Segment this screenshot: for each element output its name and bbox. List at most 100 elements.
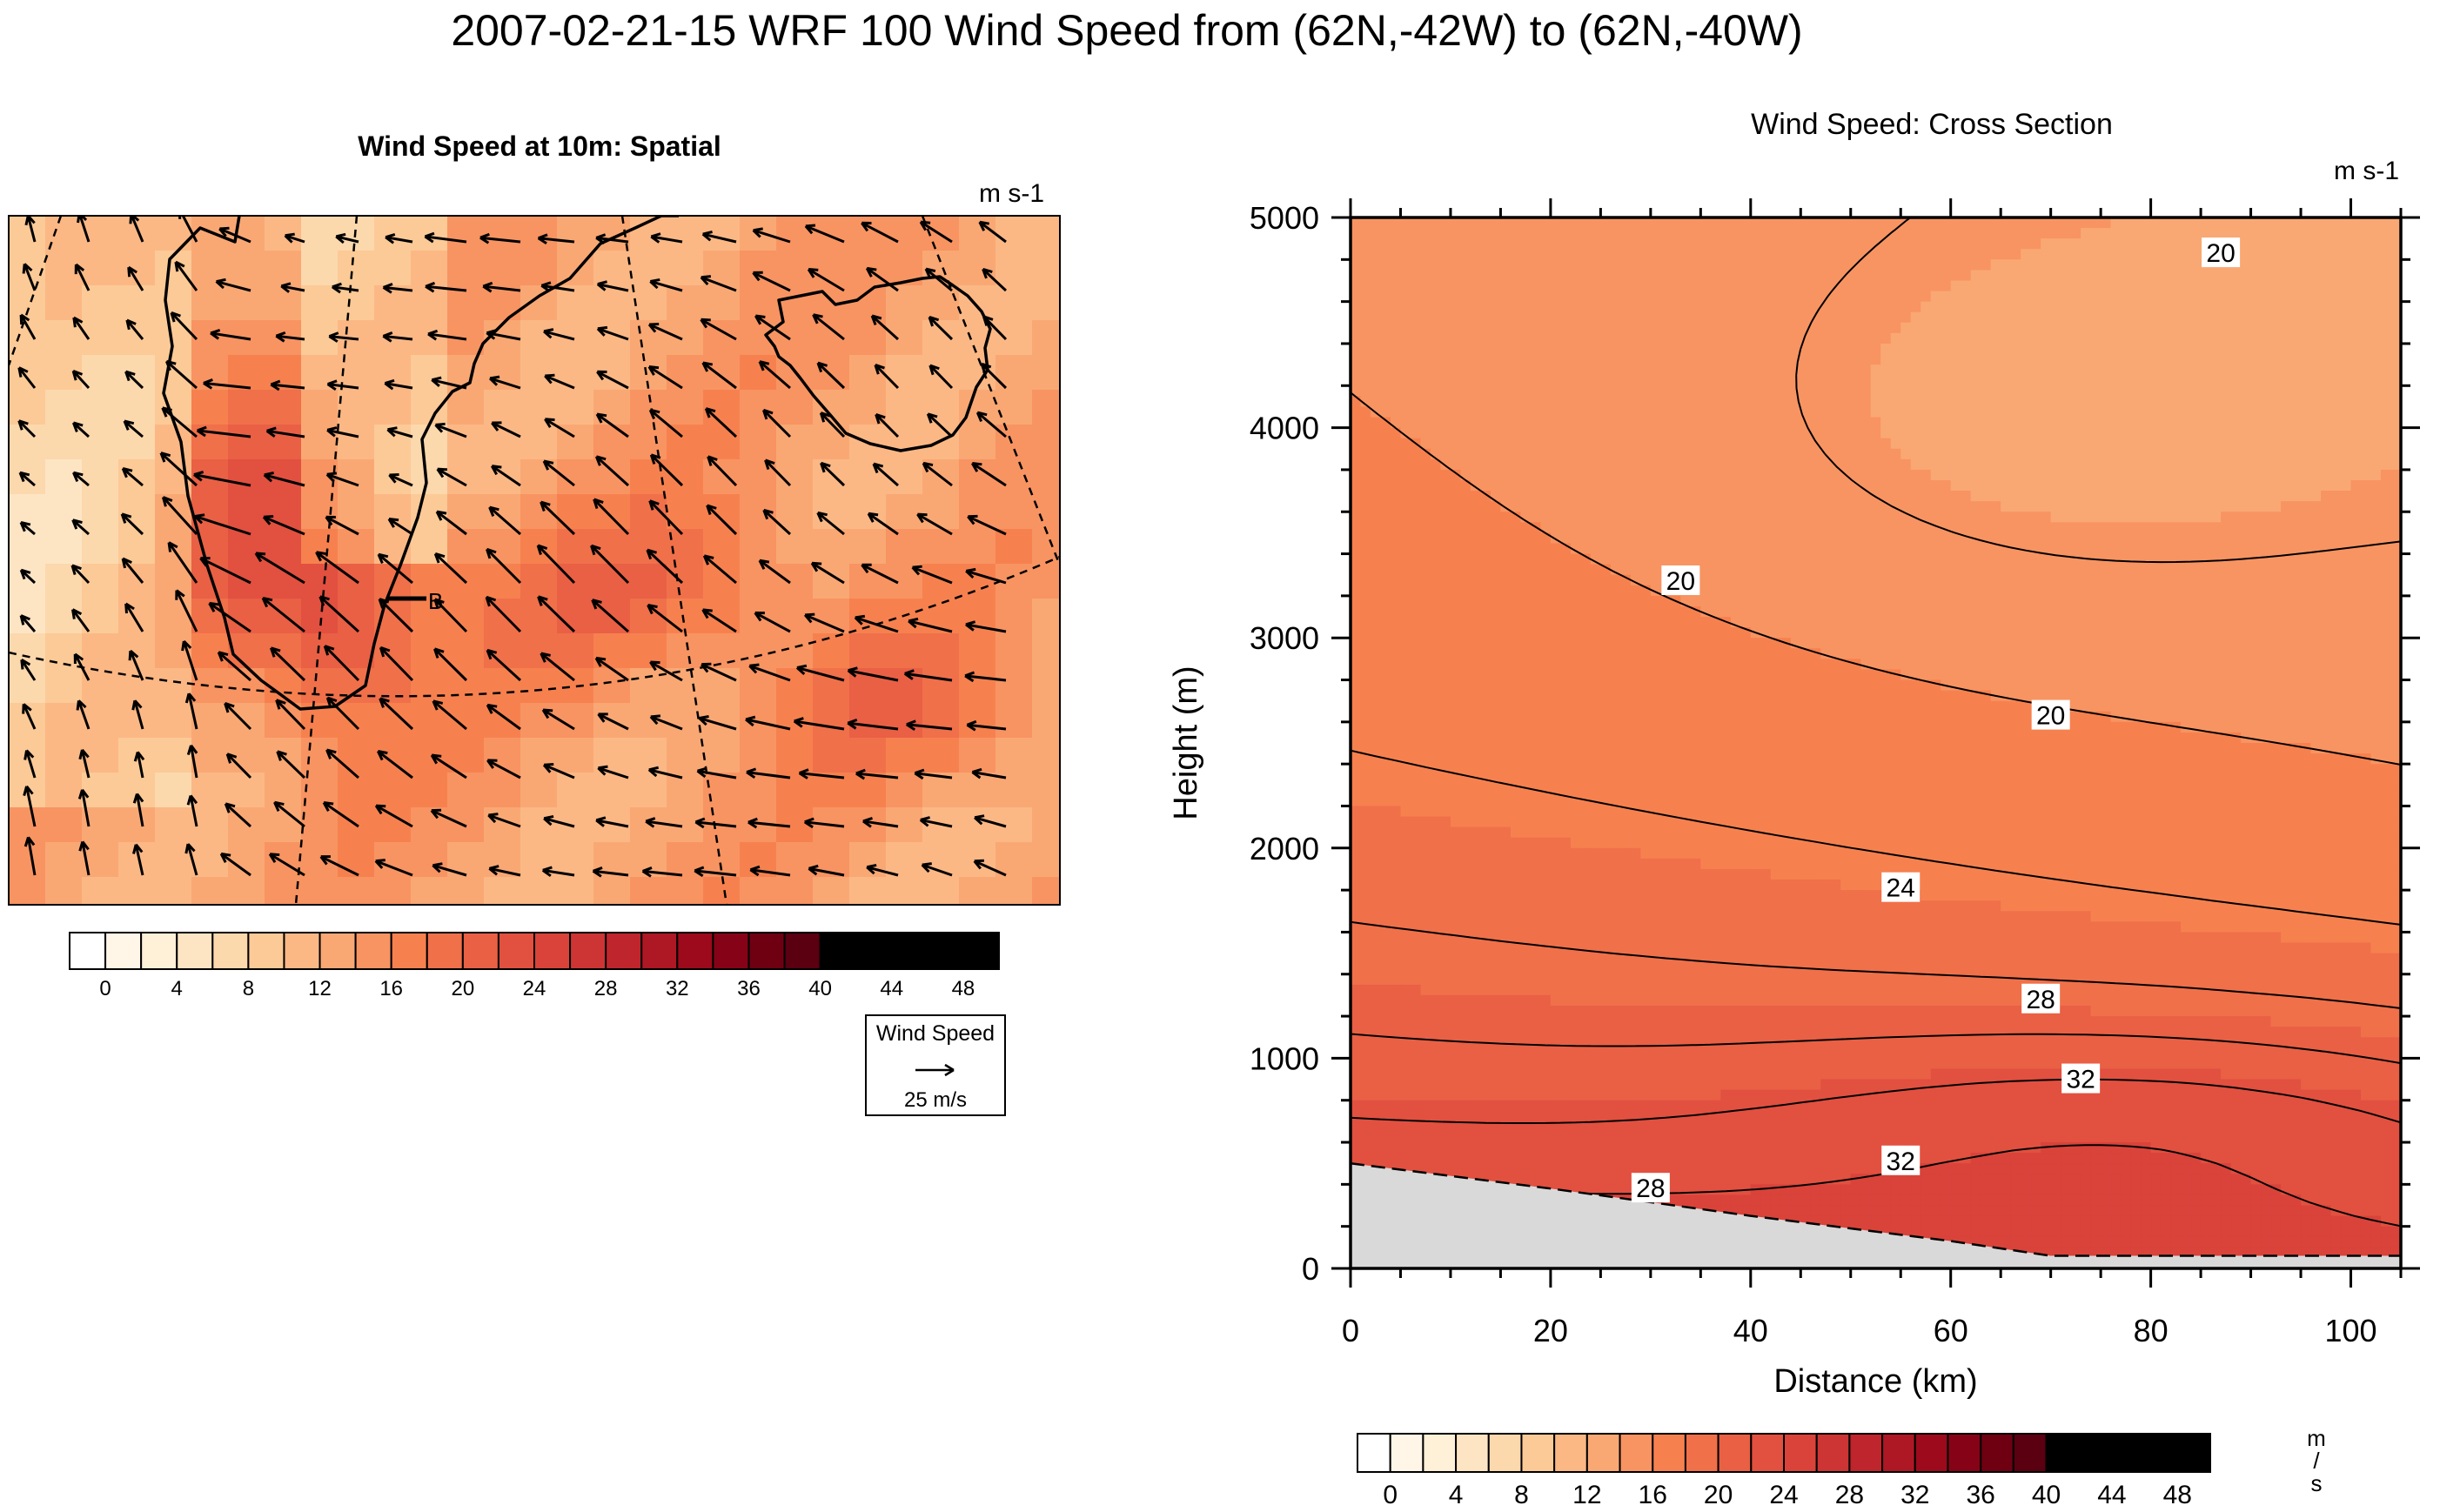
cross-section-field-cell <box>1760 396 1772 408</box>
cross-section-field-cell <box>2010 301 2021 313</box>
cross-section-field-cell <box>2210 480 2222 492</box>
cross-section-field-cell <box>1990 574 2001 586</box>
cross-section-field-cell <box>1830 343 1841 355</box>
cross-section-field-cell <box>2370 332 2382 345</box>
cross-section-field-cell <box>1570 417 1581 429</box>
map-field-cell <box>45 877 83 905</box>
cross-section-field-cell <box>2130 301 2142 313</box>
cross-section-field-cell <box>1740 270 1752 282</box>
cross-section-field-cell <box>1820 375 1832 386</box>
cross-section-field-cell <box>1740 301 1752 313</box>
cross-section-field-cell <box>1941 343 1952 355</box>
cross-section-field-cell <box>1950 343 1961 355</box>
cross-section-field-cell <box>1740 228 1752 239</box>
cross-section-field-cell <box>1760 605 1772 618</box>
cross-section-field-cell <box>1770 249 1781 260</box>
cross-section-field-cell <box>2041 595 2052 607</box>
cross-section-field-cell <box>2101 311 2112 324</box>
cross-section-field-cell <box>2150 259 2162 271</box>
cross-section-field-cell <box>2230 228 2242 239</box>
cross-section-field-cell <box>1850 311 1861 324</box>
cross-section-field-cell <box>2390 522 2402 533</box>
cross-section-field-cell <box>1780 585 1792 597</box>
cross-section-field-cell <box>2130 343 2142 355</box>
cross-section-field-cell <box>2201 322 2212 334</box>
map-field-cell <box>484 564 521 599</box>
cross-section-field-cell <box>1730 469 1741 481</box>
cross-section-field-cell <box>2130 385 2142 397</box>
map-wind-vector <box>701 608 737 633</box>
cross-section-field-cell <box>1650 427 1661 439</box>
cross-section-field-cell <box>1680 291 1692 303</box>
cross-section-field-cell <box>1961 501 1972 512</box>
cross-section-field-cell <box>1400 385 1411 397</box>
cross-section-field-cell <box>2241 480 2252 492</box>
cross-section-field-cell <box>2141 585 2152 597</box>
cross-section-field-cell <box>2290 259 2302 271</box>
cross-section-field-cell <box>2201 448 2212 460</box>
cross-section-field-cell <box>1430 574 1442 586</box>
cross-section-field-cell <box>2110 543 2122 555</box>
map-wind-vector <box>488 505 521 536</box>
cross-section-field-cell <box>1810 354 1821 365</box>
map-field-cell <box>813 599 850 634</box>
cross-section-field-cell <box>2161 385 2172 397</box>
cross-section-field-cell <box>2090 238 2101 250</box>
cross-section-field-cell <box>1720 448 1732 460</box>
cross-section-field-cell <box>2030 365 2041 376</box>
cross-section-field-cell <box>1580 512 1592 523</box>
cross-section-field-cell <box>2070 238 2081 250</box>
cross-section-field-cell <box>2001 617 2012 628</box>
cross-section-field-cell <box>1490 354 1502 365</box>
cross-section-field-cell <box>1981 343 1992 355</box>
cross-section-field-cell <box>1870 228 1881 239</box>
cross-section-field-cell <box>1520 396 1532 408</box>
cross-section-field-cell <box>1930 228 1941 239</box>
cross-section-field-cell <box>1970 385 1981 397</box>
cross-section-field-cell <box>2190 585 2202 597</box>
cross-section-field-cell <box>2350 448 2362 460</box>
cross-section-field-cell <box>1850 417 1861 429</box>
cross-section-field-cell <box>1400 532 1411 545</box>
map-wind-vector <box>433 598 468 633</box>
cross-section-field-cell <box>2330 458 2342 471</box>
cross-section-field-cell <box>1860 617 1872 628</box>
cross-section-field-cell <box>1370 228 1382 239</box>
cross-section-field-cell <box>1610 270 1621 282</box>
cross-section-field-cell <box>2101 574 2112 586</box>
cross-section-field-cell <box>1470 385 1482 397</box>
cross-section-field-cell <box>2081 417 2092 429</box>
cross-section-field-cell <box>1700 375 1712 386</box>
map-field-cell <box>484 251 521 286</box>
cross-section-field-cell <box>2370 553 2382 565</box>
cross-section-field-cell <box>2010 553 2021 565</box>
cross-section-field-cell <box>1790 343 1801 355</box>
cross-section-field-cell <box>1550 365 1561 376</box>
cross-section-field-cell <box>2190 343 2202 355</box>
cross-section-field-cell <box>2221 322 2232 334</box>
map-field-cell <box>484 216 521 251</box>
cross-section-field-cell <box>1880 311 1892 324</box>
cross-section-field-cell <box>1480 564 1491 576</box>
cross-section-field-cell <box>1530 417 1542 429</box>
cross-section-field-cell <box>1860 458 1872 471</box>
cross-section-field-cell <box>2130 585 2142 597</box>
cross-section-field-cell <box>1930 491 1941 502</box>
map-field-cell <box>447 390 485 425</box>
map-field-cell <box>338 703 375 739</box>
map-field-cell <box>301 599 339 634</box>
cross-section-field-cell <box>1660 322 1672 334</box>
cross-section-field-cell <box>1790 532 1801 545</box>
cross-section-field-cell <box>2061 512 2072 523</box>
map-field-cell <box>557 390 594 425</box>
cross-section-field-cell <box>1690 301 1701 313</box>
cross-section-field-cell <box>1850 458 1861 471</box>
cross-section-field-cell <box>1580 249 1592 260</box>
map-field-cell <box>447 877 485 905</box>
cross-section-field-cell <box>1490 595 1502 607</box>
map-field-cell <box>776 877 814 905</box>
cross-section-field-cell <box>1590 427 1601 439</box>
cross-section-field-cell <box>1570 491 1581 502</box>
cross-section-field-cell <box>2261 322 2272 334</box>
cross-section-field-cell <box>1470 228 1482 239</box>
